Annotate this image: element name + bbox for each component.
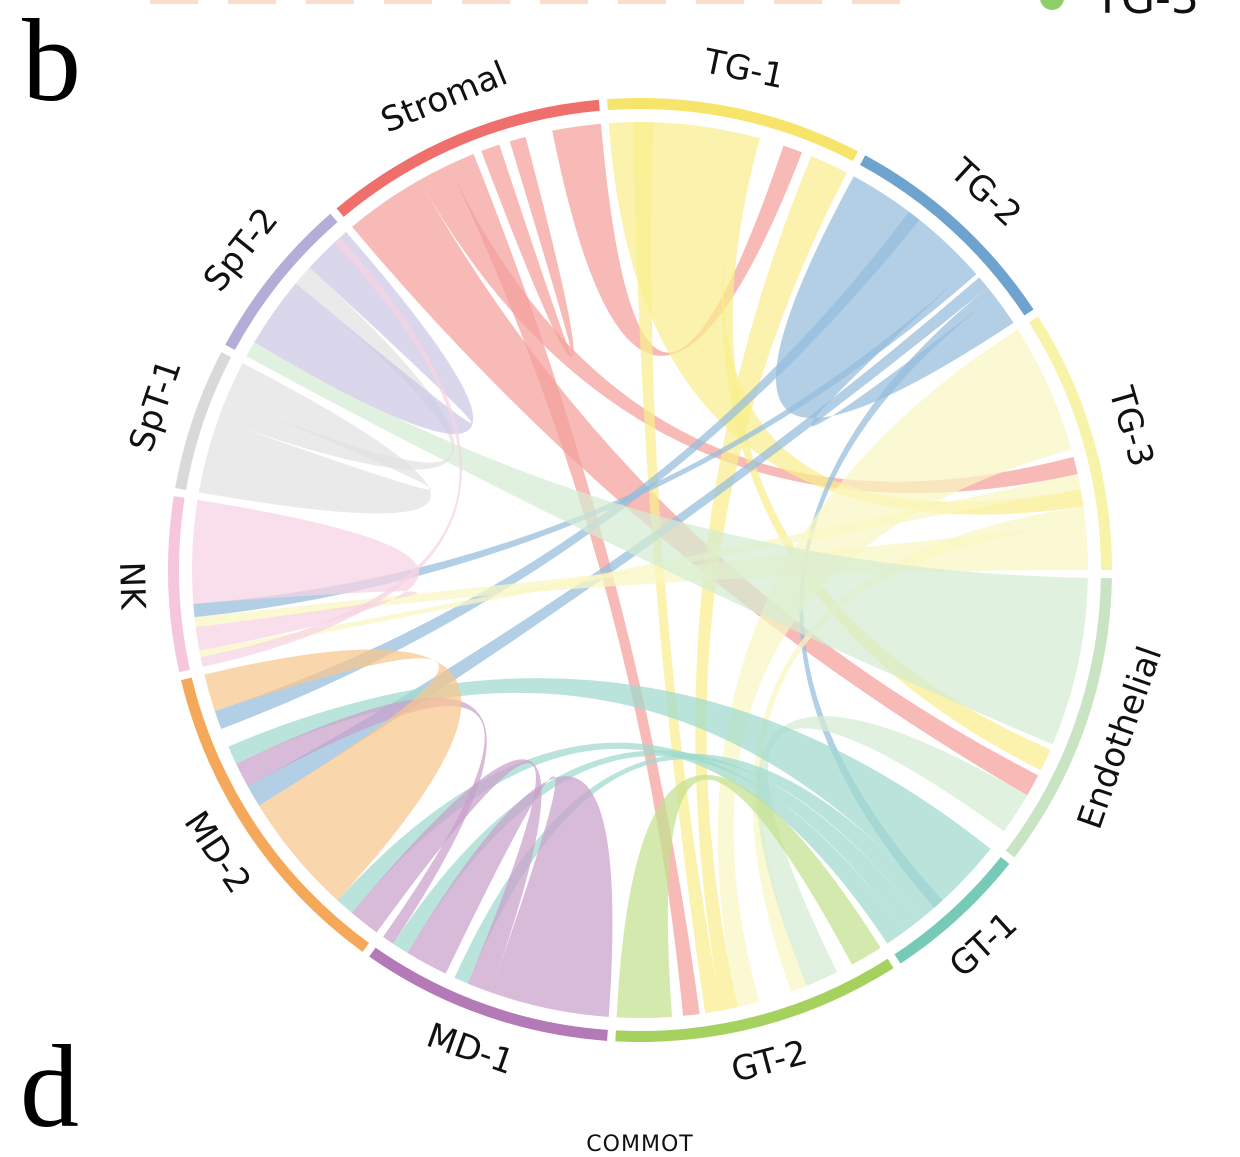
- sector-track-tg-2: [859, 155, 1034, 316]
- cropped-legend-item: [696, 0, 744, 4]
- ribbon-tg-3-to-gt-2: [752, 506, 1086, 992]
- ribbon-tg-3-to-nk: [194, 524, 1088, 628]
- ribbon-md-1-to-md-2: [351, 759, 542, 993]
- ribbon-tg-3-to-gt-2: [717, 329, 1072, 1008]
- panel-letter-d: d: [20, 1021, 79, 1152]
- sector-label-spt-1: SpT-1: [121, 354, 189, 457]
- cropped-legend-item: [384, 0, 432, 4]
- legend-dot-icon: [1040, 0, 1064, 10]
- ribbon-md-1-to-md-1: [407, 776, 613, 1017]
- ribbon-stromal-to-tg-1: [552, 123, 803, 356]
- ribbon-stromal-to-endothelial: [352, 180, 1039, 796]
- sector-track-spt-2: [225, 213, 338, 351]
- caption-commot: COMMOT: [586, 1132, 694, 1157]
- ribbon-tg-1-to-gt-2: [695, 155, 847, 1011]
- ribbon-tg-2-to-gt-1: [799, 287, 995, 908]
- cropped-legend-item: [852, 0, 900, 4]
- sector-label-nk: NK: [111, 561, 152, 612]
- ribbon-tg-2-to-md-2: [247, 277, 988, 806]
- sector-label-endothelial: Endothelial: [1070, 641, 1171, 834]
- sector-track-spt-1: [175, 352, 232, 490]
- ribbon-tg-2-to-tg-2: [775, 176, 1014, 427]
- ribbon-endothelial-to-spt-2: [246, 342, 1088, 745]
- cropped-legend-item: [618, 0, 666, 4]
- sector-label-tg-3: TG-3: [1100, 381, 1161, 471]
- legend-label: TG-3: [1094, 0, 1199, 24]
- cropped-legend-item: [150, 0, 198, 4]
- sector-track-stromal: [336, 99, 600, 217]
- legend-item-tg3: TG-3: [1040, 0, 1199, 24]
- ribbon-nk-to-nk: [192, 499, 420, 651]
- ribbon-spt-1-to-spt-1: [198, 363, 432, 514]
- sector-track-nk: [168, 496, 190, 673]
- sector-label-gt-2: GT-2: [727, 1033, 811, 1091]
- cropped-legend-item: [462, 0, 510, 4]
- ribbon-tg-3-to-nk: [199, 474, 1081, 658]
- ribbon-layer: [192, 122, 1088, 1018]
- sector-track-gt-1: [894, 856, 1010, 964]
- ribbon-stromal-to-gt-2: [448, 154, 700, 1016]
- sector-track-gt-2: [615, 958, 894, 1042]
- ribbon-spt-1-to-spt-2: [218, 267, 455, 470]
- cropped-legend-item: [306, 0, 354, 4]
- cropped-legend-strip: [150, 0, 980, 6]
- ribbon-md-2-to-md-2: [204, 649, 462, 901]
- sector-track-endothelial: [1005, 578, 1112, 858]
- sector-track-tg-1: [607, 98, 858, 162]
- sector-label-tg-1: TG-1: [699, 41, 787, 97]
- ribbon-gt-1-to-md-1: [454, 753, 938, 984]
- ribbon-stromal-to-stromal: [481, 136, 574, 358]
- sector-track-md-1: [369, 947, 608, 1041]
- cropped-legend-item: [774, 0, 822, 4]
- cropped-legend-item: [228, 0, 276, 4]
- ribbon-md-1-to-md-2: [236, 697, 487, 944]
- sector-track-tg-3: [1028, 316, 1112, 570]
- cropped-legend-item: [540, 0, 588, 4]
- ribbon-endothelial-to-gt-2: [756, 716, 1028, 986]
- ribbon-gt-1-to-md-2: [228, 678, 991, 906]
- panel-letter-b: b: [22, 0, 81, 126]
- ribbon-stromal-to-tg-3: [419, 164, 1078, 494]
- sector-label-md-1: MD-1: [421, 1016, 519, 1084]
- ribbon-tg-1-to-gt-2: [633, 122, 722, 1014]
- ribbon-gt-2-to-gt-2: [616, 774, 881, 1018]
- sector-track-layer: [168, 98, 1112, 1042]
